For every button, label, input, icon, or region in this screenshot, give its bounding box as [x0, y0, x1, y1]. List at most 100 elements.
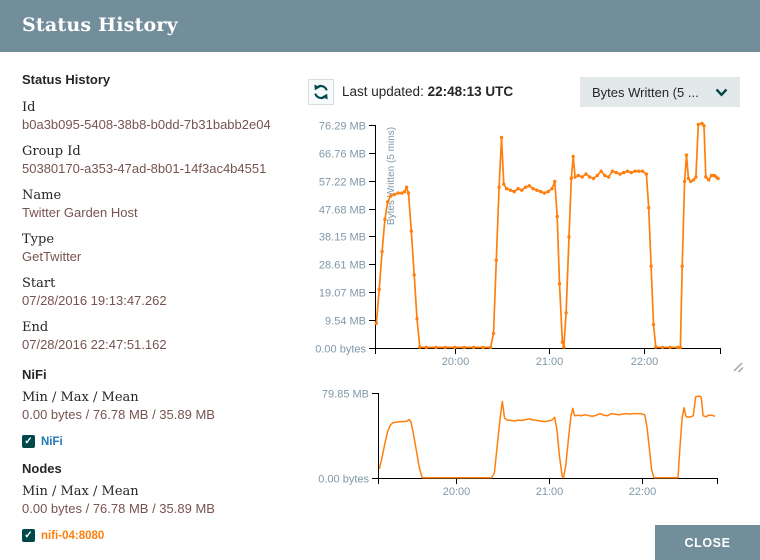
- y-tick-label: 47.68 MB: [319, 205, 366, 217]
- bytes-written-line: [378, 395, 716, 479]
- data-point: [512, 189, 516, 194]
- y-tick-label: 38.15 MB: [319, 232, 366, 244]
- data-point: [383, 217, 387, 222]
- data-point: [573, 175, 577, 179]
- nifi-min-max-mean: Min / Max / Mean 0.00 bytes / 76.78 MB /…: [22, 389, 307, 424]
- data-point: [680, 264, 684, 268]
- data-point: [678, 345, 683, 350]
- data-point: [702, 124, 706, 128]
- data-point: [716, 176, 720, 181]
- metric-dropdown[interactable]: Bytes Written (5 ...: [580, 77, 740, 107]
- data-point: [569, 176, 573, 181]
- data-point: [523, 185, 528, 189]
- nodes-stat-value: 0.00 bytes / 76.78 MB / 35.89 MB: [22, 501, 215, 516]
- data-point: [599, 169, 603, 173]
- data-point: [516, 187, 520, 191]
- nifi-series-checkbox[interactable]: ✓: [22, 435, 35, 448]
- y-tick-label: 9.54 MB: [325, 316, 366, 328]
- data-point: [550, 187, 554, 191]
- data-point: [488, 345, 493, 350]
- check-icon: ✓: [24, 436, 33, 447]
- data-point: [546, 189, 550, 194]
- field-group-id: Group Id 50380170-a353-47ad-8b01-14f3ac4…: [22, 140, 307, 178]
- data-point: [443, 345, 447, 350]
- data-point: [606, 175, 611, 179]
- data-point: [491, 331, 496, 336]
- brush-chart[interactable]: 79.85 MB 0.00 bytes 20:00 21:00 22:00: [310, 385, 750, 499]
- data-point: [557, 282, 562, 286]
- data-point: [649, 264, 653, 268]
- field-end: End 07/28/2016 22:47:51.162: [22, 316, 307, 354]
- x-tick-label: 21:00: [536, 356, 564, 368]
- data-point: [415, 317, 419, 321]
- resize-grip-icon: [733, 362, 744, 373]
- nodes-min-max-mean: Min / Max / Mean 0.00 bytes / 76.78 MB /…: [22, 483, 307, 518]
- data-point: [505, 187, 509, 191]
- last-updated-value: 22:48:13 UTC: [427, 84, 514, 99]
- data-point: [709, 173, 714, 178]
- data-point: [654, 345, 658, 349]
- node-series-checkbox[interactable]: ✓: [22, 529, 35, 542]
- data-point: [603, 173, 607, 178]
- nifi-series-label[interactable]: NiFi: [41, 435, 63, 448]
- data-point: [380, 249, 384, 254]
- x-axis-line: [375, 348, 721, 354]
- data-point: [700, 121, 704, 126]
- data-point: [591, 176, 596, 181]
- data-point: [625, 169, 630, 173]
- data-point: [424, 345, 429, 350]
- x-tick-label: 22:00: [631, 356, 659, 368]
- data-point: [539, 189, 543, 194]
- refresh-icon: [314, 84, 328, 100]
- data-point: [622, 170, 626, 175]
- data-point: [396, 191, 400, 195]
- data-point: [576, 173, 581, 178]
- main-chart[interactable]: 0.00 bytes 9.54 MB 19.07 MB 28.61 MB 38.15 M…: [310, 112, 750, 374]
- data-point: [614, 170, 618, 175]
- data-point: [564, 311, 568, 315]
- data-point: [392, 192, 397, 197]
- data-point: [404, 185, 409, 189]
- nifi-stat-value: 0.00 bytes / 76.78 MB / 35.89 MB: [22, 407, 215, 422]
- close-button[interactable]: CLOSE: [655, 525, 760, 560]
- data-point: [403, 189, 407, 194]
- x-tick-label: 21:00: [536, 486, 564, 498]
- chart-resize-handle[interactable]: [731, 360, 745, 374]
- data-point: [374, 321, 379, 325]
- data-point: [691, 178, 696, 182]
- data-point: [388, 194, 393, 198]
- field-label-start: Start: [22, 276, 56, 291]
- nifi-section-heading: NiFi: [22, 367, 47, 382]
- data-point: [400, 191, 404, 195]
- dialog-title: Status History: [22, 14, 178, 36]
- last-updated: Last updated: 22:48:13 UTC: [342, 84, 513, 99]
- data-point: [499, 135, 504, 140]
- data-point: [531, 187, 535, 191]
- field-type: Type GetTwitter: [22, 228, 307, 266]
- data-point: [471, 345, 476, 350]
- data-point: [453, 345, 457, 350]
- x-tick-label: 20:00: [443, 486, 471, 498]
- data-point: [684, 153, 689, 157]
- data-point: [704, 175, 708, 179]
- field-value-group-id: 50380170-a353-47ad-8b01-14f3ac4b4551: [22, 161, 267, 176]
- node-series-label[interactable]: nifi-04:8080: [41, 529, 105, 542]
- y-axis-line: [372, 393, 379, 479]
- chevron-down-icon: [715, 88, 728, 97]
- data-point: [707, 178, 711, 182]
- refresh-button[interactable]: [308, 79, 334, 105]
- field-value-end: 07/28/2016 22:47:51.162: [22, 337, 167, 352]
- data-point: [497, 185, 501, 189]
- status-history-details-panel: Status History Id b0a3b095-5408-38b8-b0d…: [22, 72, 307, 544]
- y-tick-label: 0.00 bytes: [315, 344, 366, 356]
- data-point: [542, 191, 547, 195]
- y-axis-title: Bytes Written (5 mins): [386, 127, 397, 225]
- data-point: [689, 179, 693, 184]
- data-point: [434, 345, 438, 350]
- data-point: [610, 169, 615, 173]
- data-point: [647, 206, 651, 210]
- field-name: Name Twitter Garden Host: [22, 184, 307, 222]
- data-point: [668, 345, 672, 350]
- field-value-type: GetTwitter: [22, 249, 82, 264]
